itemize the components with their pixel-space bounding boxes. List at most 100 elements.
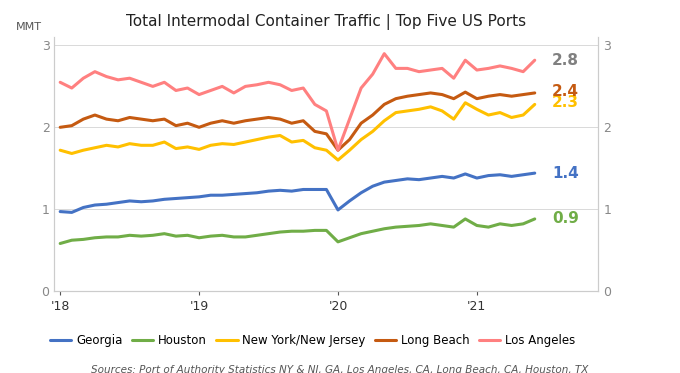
Line: Houston: Houston [61, 219, 534, 244]
Los Angeles [507, 66, 515, 70]
Georgia [299, 187, 307, 192]
Georgia [207, 193, 215, 197]
New York/New Jersey [91, 145, 99, 150]
Houston [276, 230, 284, 234]
Long Beach [357, 121, 365, 125]
Georgia [461, 172, 469, 176]
New York/New Jersey [288, 140, 296, 144]
Los Angeles [91, 69, 99, 74]
Georgia [184, 195, 192, 200]
Houston [68, 238, 76, 242]
Georgia [345, 199, 354, 203]
New York/New Jersey [380, 119, 388, 123]
Houston [91, 235, 99, 240]
Georgia [265, 189, 273, 193]
Georgia [403, 176, 411, 181]
Houston [230, 235, 238, 239]
New York/New Jersey [137, 143, 146, 148]
Los Angeles [484, 66, 492, 70]
Long Beach [299, 119, 307, 123]
Georgia [195, 195, 203, 199]
Long Beach [137, 117, 146, 121]
Los Angeles [80, 76, 88, 81]
Georgia [276, 188, 284, 192]
New York/New Jersey [392, 110, 400, 115]
Long Beach [149, 119, 157, 123]
Houston [172, 234, 180, 238]
Georgia [519, 173, 527, 177]
Los Angeles [369, 72, 377, 76]
Houston [484, 225, 492, 229]
Los Angeles [241, 84, 250, 89]
Houston [449, 225, 458, 229]
Houston [241, 235, 250, 239]
Los Angeles [496, 64, 504, 68]
Los Angeles [299, 86, 307, 90]
Houston [126, 233, 134, 238]
Houston [207, 234, 215, 238]
Los Angeles [322, 109, 330, 113]
Long Beach [91, 113, 99, 117]
Houston [461, 217, 469, 221]
Los Angeles [114, 78, 122, 82]
Georgia [80, 205, 88, 210]
Long Beach [461, 90, 469, 94]
Long Beach [334, 148, 342, 153]
Georgia [288, 189, 296, 193]
New York/New Jersey [184, 145, 192, 149]
Long Beach [160, 117, 169, 121]
Los Angeles [392, 66, 400, 70]
New York/New Jersey [322, 148, 330, 153]
New York/New Jersey [484, 113, 492, 117]
Long Beach [530, 91, 539, 95]
Legend: Georgia, Houston, New York/New Jersey, Long Beach, Los Angeles: Georgia, Houston, New York/New Jersey, L… [46, 330, 580, 352]
Los Angeles [449, 76, 458, 81]
Houston [438, 223, 446, 228]
New York/New Jersey [241, 140, 250, 144]
Long Beach [207, 121, 215, 125]
Houston [392, 225, 400, 229]
New York/New Jersey [507, 115, 515, 120]
Georgia [68, 210, 76, 214]
New York/New Jersey [218, 141, 226, 146]
Houston [403, 224, 411, 229]
Los Angeles [530, 58, 539, 62]
Houston [149, 233, 157, 238]
New York/New Jersey [496, 110, 504, 115]
Long Beach [68, 123, 76, 128]
Long Beach [369, 113, 377, 117]
Houston [473, 223, 481, 228]
New York/New Jersey [426, 104, 435, 109]
Long Beach [473, 97, 481, 101]
Houston [114, 235, 122, 239]
Los Angeles [288, 88, 296, 93]
Houston [299, 229, 307, 233]
New York/New Jersey [415, 107, 423, 112]
Long Beach [415, 93, 423, 97]
New York/New Jersey [114, 145, 122, 149]
New York/New Jersey [276, 133, 284, 138]
Georgia [507, 174, 515, 179]
Text: 2.8: 2.8 [552, 53, 579, 68]
Houston [184, 233, 192, 238]
Georgia [322, 187, 330, 192]
Los Angeles [184, 86, 192, 90]
Text: 1.4: 1.4 [552, 166, 579, 181]
Houston [137, 234, 146, 238]
New York/New Jersey [149, 143, 157, 148]
Los Angeles [56, 80, 65, 85]
New York/New Jersey [126, 141, 134, 146]
Houston [426, 222, 435, 226]
Georgia [473, 176, 481, 180]
Text: 0.9: 0.9 [552, 211, 579, 226]
Los Angeles [357, 86, 365, 90]
Line: New York/New Jersey: New York/New Jersey [61, 103, 534, 160]
Los Angeles [195, 93, 203, 97]
Georgia [149, 199, 157, 203]
Line: Long Beach: Long Beach [61, 92, 534, 150]
Los Angeles [380, 51, 388, 56]
Long Beach [403, 94, 411, 98]
Text: MMT: MMT [16, 22, 42, 32]
Long Beach [195, 125, 203, 129]
Long Beach [276, 117, 284, 121]
